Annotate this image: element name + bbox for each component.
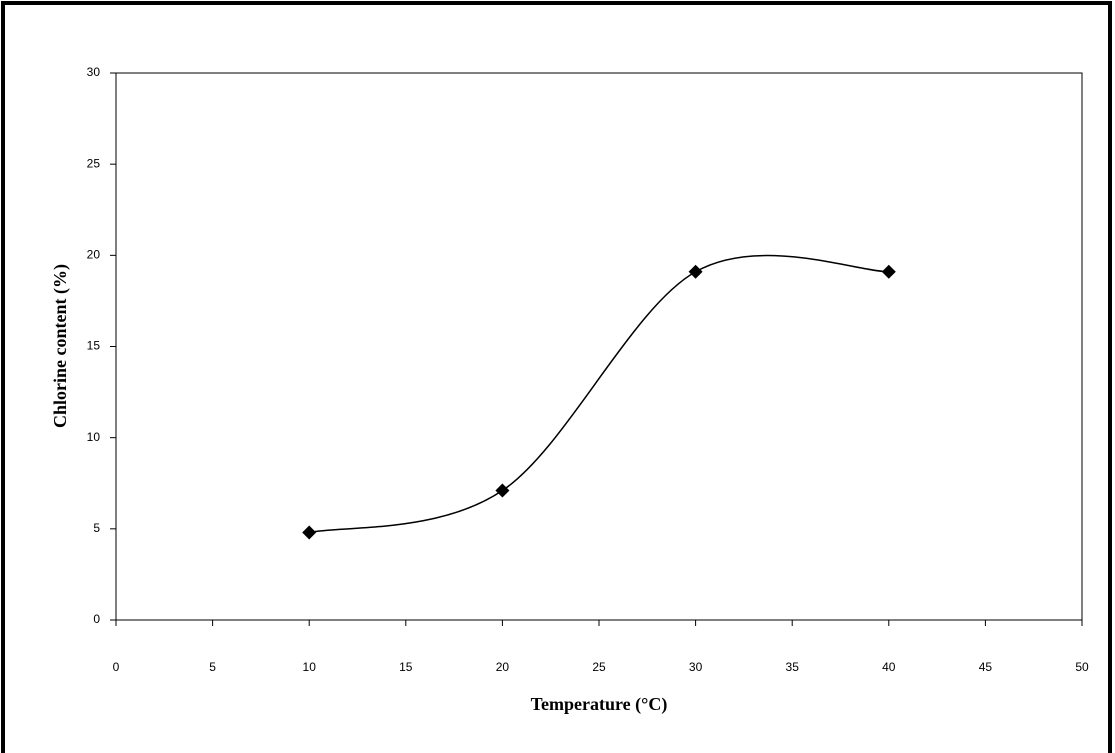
y-tick-label: 15 [87,339,101,353]
x-axis-title: Temperature (°C) [531,694,668,715]
x-tick-label: 40 [882,660,896,674]
x-tick-label: 50 [1075,660,1089,674]
y-axis-title: Chlorine content (%) [50,264,71,428]
x-tick-label: 15 [399,660,413,674]
x-tick-label: 45 [979,660,993,674]
x-tick-label: 35 [786,660,800,674]
y-tick-label: 10 [87,430,101,444]
y-tick-label: 0 [93,612,100,626]
plot-area [115,72,1083,621]
y-tick-label: 25 [87,156,101,170]
y-tick-label: 20 [87,248,101,262]
data-marker [881,264,896,279]
data-marker [495,483,510,498]
x-tick-label: 25 [592,660,606,674]
data-line [309,254,889,534]
data-marker [302,525,317,540]
x-tick-label: 20 [496,660,510,674]
y-tick-label: 5 [93,521,100,535]
x-tick-label: 5 [209,660,216,674]
x-tick-label: 10 [303,660,317,674]
x-tick-label: 30 [689,660,703,674]
y-tick-label: 30 [87,65,101,79]
data-marker [688,264,703,279]
x-tick-label: 0 [113,660,120,674]
